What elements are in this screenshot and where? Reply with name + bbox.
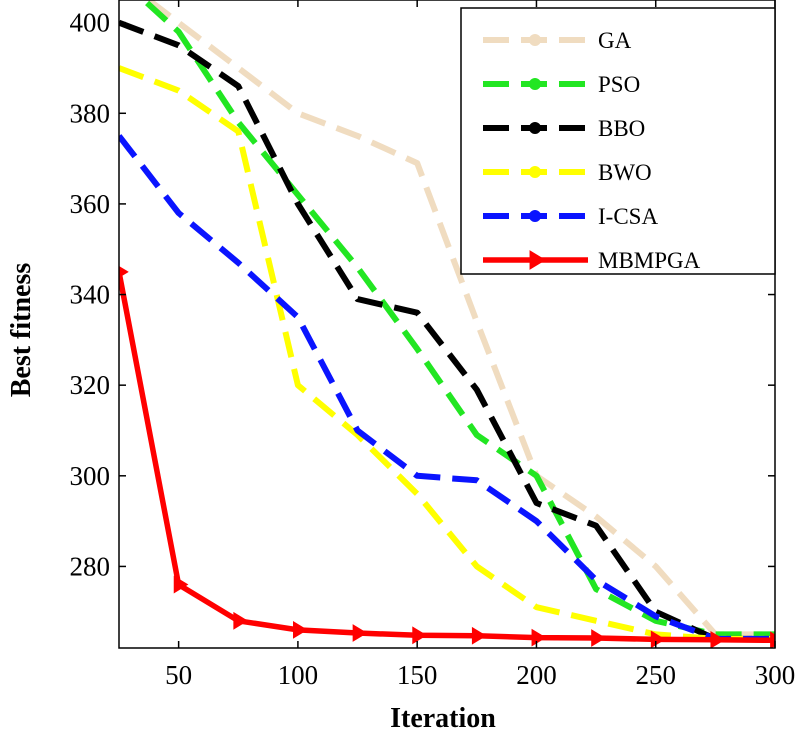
x-tick-label: 50 <box>165 660 192 690</box>
data-point-mbmpga <box>591 629 606 647</box>
legend-label-bbo: BBO <box>598 116 645 141</box>
data-point-mbmpga <box>531 628 547 647</box>
series-line-ga <box>143 0 775 638</box>
legend-marker-bbo <box>529 122 541 134</box>
data-point-mbmpga <box>173 575 189 594</box>
legend-label-bwo: BWO <box>598 160 652 185</box>
legend-label-mbmpga: MBMPGA <box>598 248 701 273</box>
y-tick-label: 320 <box>70 370 111 400</box>
series-line-bbo <box>119 19 775 642</box>
series-line-mbmpga <box>119 271 775 644</box>
series-line-bwo <box>119 65 775 642</box>
data-point-mbmpga <box>412 626 427 645</box>
legend-marker-pso <box>529 78 541 90</box>
plot-frame <box>118 0 776 649</box>
data-point-mbmpga <box>710 630 726 648</box>
y-axis: 280 300 320 340 360 380 400 <box>70 8 775 581</box>
legend: GA PSO BBO BWO I-CSA MBMPGA <box>460 7 776 275</box>
x-tick-label: 150 <box>397 660 438 690</box>
x-tick-label: 300 <box>755 660 796 690</box>
data-point-mbmpga <box>233 611 249 630</box>
data-point-mbmpga <box>471 626 487 645</box>
series-line-pso <box>139 0 775 638</box>
legend-marker-i-csa <box>529 210 541 222</box>
series-line-i-csa <box>119 134 775 642</box>
x-axis: 50 100 150 200 250 300 <box>165 0 795 690</box>
data-point-mbmpga <box>352 624 368 642</box>
data-point-mbmpga <box>650 630 666 648</box>
legend-box <box>460 7 776 275</box>
y-tick-label: 280 <box>70 551 111 581</box>
x-tick-label: 250 <box>635 660 676 690</box>
y-tick-label: 360 <box>70 189 111 219</box>
y-tick-label: 340 <box>70 280 111 310</box>
x-axis-title: Iteration <box>390 703 496 731</box>
data-point-mbmpga <box>119 265 129 278</box>
y-axis-title: Best fitness <box>6 263 37 398</box>
legend-marker-bwo <box>529 166 541 178</box>
legend-label-ga: GA <box>598 28 632 53</box>
data-point-mbmpga <box>293 620 308 639</box>
legend-label-i-csa: I-CSA <box>598 204 658 229</box>
legend-marker-ga <box>529 34 541 46</box>
y-tick-label: 300 <box>70 461 111 491</box>
x-tick-label: 100 <box>278 660 319 690</box>
legend-label-pso: PSO <box>598 72 640 97</box>
legend-marker-mbmpga <box>529 250 546 270</box>
x-tick-label: 200 <box>516 660 557 690</box>
series-layer <box>119 0 775 648</box>
y-tick-label: 400 <box>70 8 111 38</box>
data-point-mbmpga <box>770 631 775 648</box>
y-tick-label: 380 <box>70 98 111 128</box>
